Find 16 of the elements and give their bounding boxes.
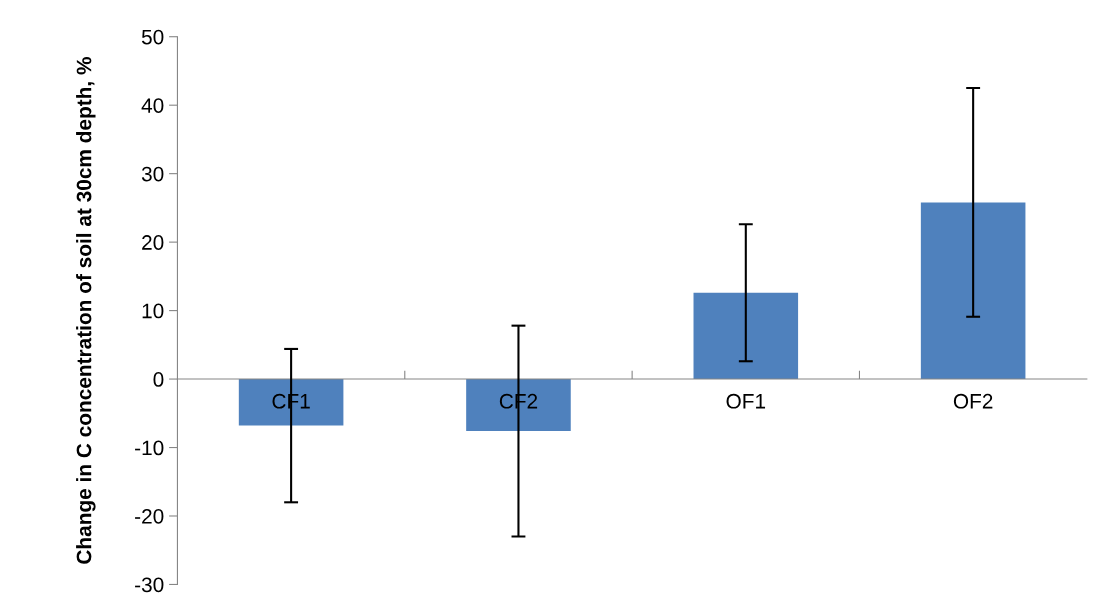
x-tick-label: OF1 xyxy=(726,393,766,409)
bar xyxy=(693,292,799,380)
y-tick-label: 20 xyxy=(142,235,164,250)
y-tick-label: 40 xyxy=(141,98,164,113)
x-tick-label: OF2 xyxy=(953,393,993,409)
y-tick-label: 10 xyxy=(142,303,164,319)
y-tick-label: 0 xyxy=(153,372,164,387)
y-tick-label: -10 xyxy=(135,440,164,456)
y-tick-label: -20 xyxy=(135,508,164,524)
y-tick-label: 30 xyxy=(141,166,164,182)
bar xyxy=(238,379,344,426)
bar xyxy=(466,379,571,432)
y-tick-label: -30 xyxy=(135,577,164,593)
bar xyxy=(920,202,1026,380)
y-tick-label: 50 xyxy=(141,29,164,45)
y-axis-title: Change in C concentration of soil at 30cm depth, % xyxy=(76,57,96,564)
